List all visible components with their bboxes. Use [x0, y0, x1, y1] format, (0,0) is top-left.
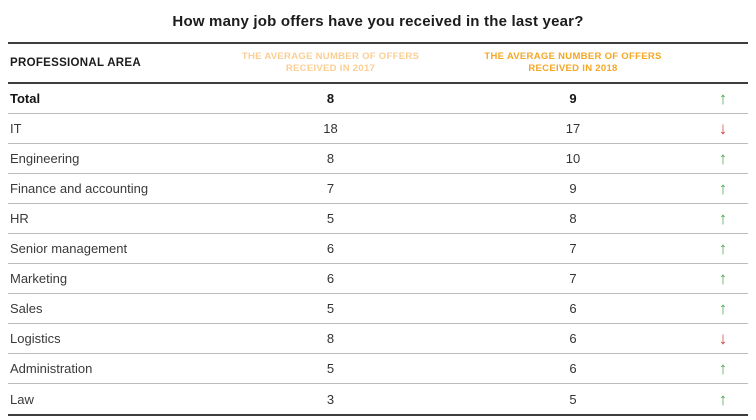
table-row: Marketing 6 7 ↑	[8, 264, 748, 294]
column-header-2018: THE AVERAGE NUMBER OF OFFERS RECEIVED IN…	[448, 51, 698, 75]
cell-offers-2017: 8	[326, 151, 335, 166]
table-header-row: PROFESSIONAL AREA THE AVERAGE NUMBER OF …	[8, 44, 748, 84]
cell-offers-2018: 6	[569, 301, 577, 316]
cell-professional-area: Total	[10, 91, 41, 106]
cell-offers-2018: 7	[569, 271, 577, 286]
cell-offers-2017: 7	[326, 181, 335, 196]
cell-offers-2018: 10	[565, 151, 581, 166]
trend-down-icon: ↓	[718, 329, 728, 348]
cell-professional-area: Administration	[10, 361, 93, 376]
cell-professional-area: Sales	[10, 301, 43, 316]
cell-professional-area: Law	[10, 391, 34, 407]
cell-offers-2018: 6	[569, 331, 577, 346]
table-row: Administration 5 6 ↑	[8, 354, 748, 384]
title-bar: How many job offers have you received in…	[8, 0, 748, 42]
trend-up-icon: ↑	[718, 389, 728, 409]
page-title: How many job offers have you received in…	[172, 12, 584, 30]
table-row: Law 3 5 ↑	[8, 384, 748, 414]
cell-professional-area: Marketing	[10, 271, 68, 286]
cell-professional-area: IT	[10, 121, 22, 136]
trend-up-icon: ↑	[718, 359, 728, 378]
offers-table: PROFESSIONAL AREA THE AVERAGE NUMBER OF …	[8, 42, 748, 416]
cell-offers-2017: 8	[326, 331, 335, 346]
cell-professional-area: Finance and accounting	[10, 181, 149, 196]
trend-up-icon: ↑	[718, 209, 728, 228]
table-row: HR 5 8 ↑	[8, 204, 748, 234]
table-row: Logistics 8 6 ↓	[8, 324, 748, 354]
column-header-2017-label: THE AVERAGE NUMBER OF OFFERS RECEIVED IN…	[241, 51, 420, 74]
cell-offers-2018: 9	[569, 91, 577, 106]
cell-offers-2017: 18	[323, 121, 338, 136]
trend-down-icon: ↓	[718, 119, 728, 138]
table-row: Senior management 6 7 ↑	[8, 234, 748, 264]
column-header-2017: THE AVERAGE NUMBER OF OFFERS RECEIVED IN…	[213, 51, 448, 75]
cell-offers-2018: 17	[565, 121, 581, 136]
table-row: Total 8 9 ↑	[8, 84, 748, 114]
cell-offers-2017: 5	[326, 211, 335, 226]
trend-up-icon: ↑	[718, 269, 728, 288]
table-row: Finance and accounting 7 9 ↑	[8, 174, 748, 204]
trend-up-icon: ↑	[718, 89, 728, 108]
cell-professional-area: Senior management	[10, 241, 128, 256]
trend-up-icon: ↑	[718, 149, 728, 168]
table-body: Total 8 9 ↑ IT 18 17 ↓ Engineering 8 10 ↑ Finance an…	[8, 84, 748, 414]
cell-offers-2018: 6	[569, 361, 577, 376]
cell-offers-2017: 8	[326, 91, 335, 106]
cell-offers-2017: 5	[326, 361, 335, 376]
cell-offers-2018: 5	[569, 391, 577, 407]
trend-up-icon: ↑	[718, 179, 728, 198]
cell-professional-area: HR	[10, 211, 29, 226]
column-header-professional-area: PROFESSIONAL AREA	[10, 57, 141, 69]
cell-professional-area: Engineering	[10, 151, 80, 166]
cell-offers-2017: 3	[326, 391, 335, 407]
table-row: IT 18 17 ↓	[8, 114, 748, 144]
trend-up-icon: ↑	[718, 239, 728, 258]
trend-up-icon: ↑	[718, 299, 728, 318]
cell-offers-2017: 6	[326, 271, 335, 286]
offers-table-page: How many job offers have you received in…	[8, 0, 748, 416]
cell-offers-2018: 8	[569, 211, 577, 226]
cell-professional-area: Logistics	[10, 331, 61, 346]
table-row: Sales 5 6 ↑	[8, 294, 748, 324]
cell-offers-2018: 7	[569, 241, 577, 256]
cell-offers-2017: 5	[326, 301, 335, 316]
cell-offers-2018: 9	[569, 181, 577, 196]
column-header-2018-label: THE AVERAGE NUMBER OF OFFERS RECEIVED IN…	[484, 51, 662, 74]
table-row: Engineering 8 10 ↑	[8, 144, 748, 174]
cell-offers-2017: 6	[326, 241, 335, 256]
